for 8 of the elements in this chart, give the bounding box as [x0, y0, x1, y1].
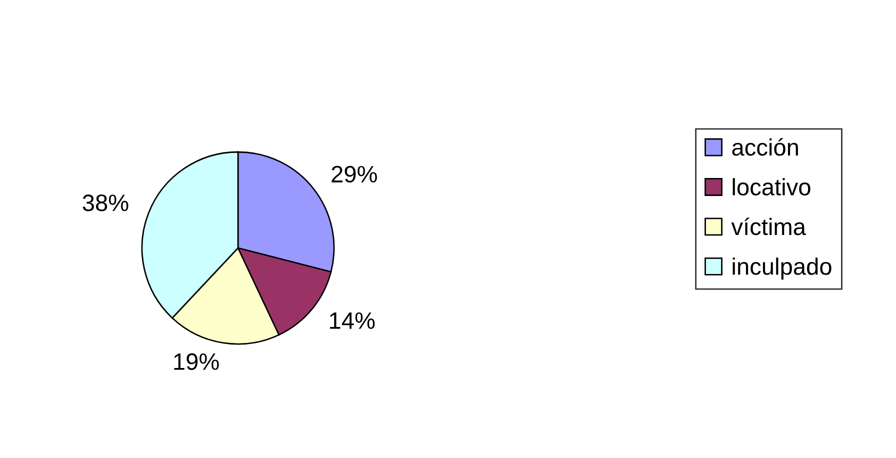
data-label: 19% [174, 353, 219, 370]
legend-label: inculpado [732, 258, 832, 280]
legend-label: locativo [732, 178, 810, 196]
legend-label: acción [732, 138, 798, 156]
data-label: 14% [330, 312, 375, 329]
data-label: 29% [332, 166, 377, 183]
data-label: 38% [82, 194, 128, 212]
legend-label: víctima [731, 218, 806, 236]
